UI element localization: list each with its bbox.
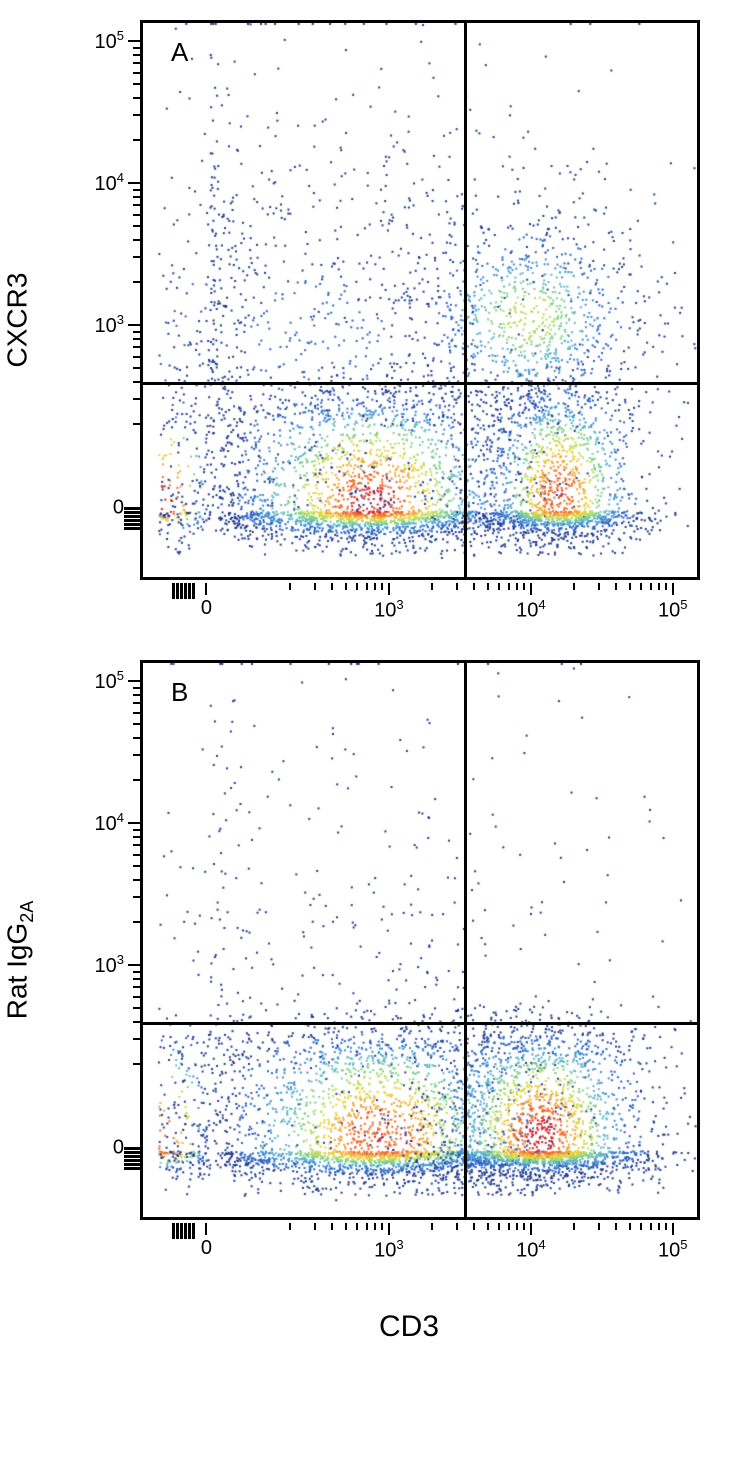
- panel-letter-b: B: [171, 677, 188, 708]
- quadrant-h-a: [143, 382, 697, 385]
- ytick-label: 0: [68, 496, 124, 519]
- xtick-label: 105: [658, 1237, 687, 1263]
- xtick-label: 103: [374, 597, 403, 623]
- plot-box-a: A: [140, 20, 700, 580]
- xtick-label: 104: [516, 597, 545, 623]
- xtick-label: 0: [201, 597, 212, 620]
- ytick-label: 0: [68, 1136, 124, 1159]
- x-axis-label: CD3: [80, 1280, 738, 1364]
- panel-letter-a: A: [171, 37, 188, 68]
- xticks-b: 0 103 104 105: [140, 1223, 700, 1283]
- scatter-canvas-a: [143, 23, 697, 577]
- ytick-label: 105: [68, 668, 124, 694]
- ytick-label: 103: [68, 312, 124, 338]
- xticks-a: 0 103 104 105: [140, 583, 700, 643]
- xtick-label: 103: [374, 1237, 403, 1263]
- ytick-label: 105: [68, 28, 124, 54]
- yticks-a: 0103104105: [80, 20, 140, 580]
- y-axis-label-a: CXCR3: [1, 273, 33, 368]
- xtick-label: 0: [201, 1237, 212, 1260]
- quadrant-v-a: [464, 23, 467, 577]
- panel-a: CXCR3 A 0 103 104 105 0 103 104 105: [0, 0, 738, 640]
- ytick-label: 103: [68, 952, 124, 978]
- y-axis-label-b: Rat IgG2A: [2, 901, 39, 1020]
- facs-figure: CXCR3 A 0 103 104 105 0 103 104 105 Rat IgG2A …: [0, 0, 738, 1364]
- ytick-label: 104: [68, 810, 124, 836]
- quadrant-h-b: [143, 1022, 697, 1025]
- plot-box-b: B: [140, 660, 700, 1220]
- panel-b: Rat IgG2A B 0 103 104 105 0 103 104 105: [0, 640, 738, 1280]
- yticks-b: 0103104105: [80, 660, 140, 1220]
- quadrant-v-b: [464, 663, 467, 1217]
- ytick-label: 104: [68, 170, 124, 196]
- xtick-label: 105: [658, 597, 687, 623]
- xtick-label: 104: [516, 1237, 545, 1263]
- scatter-canvas-b: [143, 663, 697, 1217]
